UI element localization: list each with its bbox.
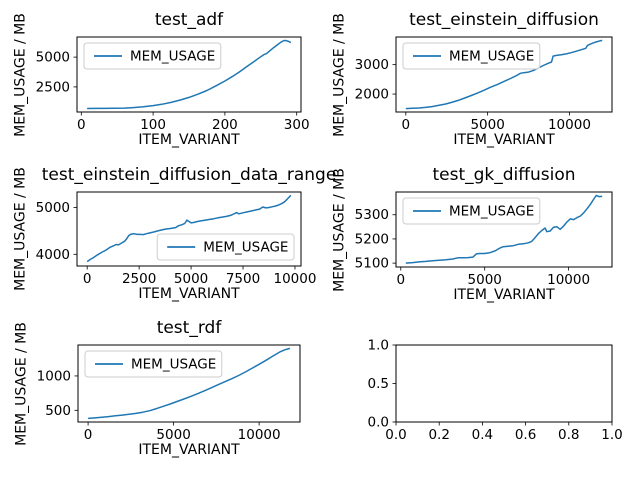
subplot-title: test_rdf: [156, 318, 222, 338]
legend-label: MEM_USAGE: [203, 240, 288, 256]
x-tick-label: 0: [77, 117, 86, 133]
x-axis-label: ITEM_VARIANT: [453, 287, 555, 303]
data-line: [86, 194, 292, 263]
x-tick-label: 10000: [273, 271, 316, 287]
y-tick-label: 3000: [355, 57, 389, 73]
y-tick-label: 1000: [37, 368, 71, 384]
legend-box: [402, 42, 541, 70]
y-tick-label: 0.0: [368, 415, 389, 431]
x-tick-label: 0: [84, 427, 93, 443]
x-tick-label: 5000: [156, 427, 190, 443]
plot-area-test-einstein-diffusion: 0 5000 10000 2000 3000 MEM_USAGE: [355, 36, 613, 133]
subplot-title: test_einstein_diffusion: [409, 10, 599, 30]
subplot-test-adf: 0 100 200 300 2500 5000 MEM_USAGE test_adf ITE…: [0, 0, 320, 160]
x-axis-label: ITEM_VARIANT: [138, 132, 240, 148]
subplot-empty-axes: 0.0 0.2 0.4 0.6 0.8 1.0 0.0 0.5 1.0: [320, 320, 640, 480]
x-tick-label: 1.0: [601, 427, 622, 443]
subplot-title: test_adf: [154, 10, 224, 30]
x-tick-label: 0.4: [472, 427, 493, 443]
x-tick-label: 10000: [238, 427, 281, 443]
x-tick-label: 0.6: [515, 427, 536, 443]
plot-area-test-einstein-diffusion-data-range: 0 2500 5000 7500 10000 4000 5000 MEM_USAGE: [36, 191, 316, 287]
y-tick-label: 0.5: [368, 376, 389, 392]
x-axis-label: ITEM_VARIANT: [453, 132, 555, 148]
y-tick-label: 5000: [36, 50, 70, 66]
y-tick-label: 5100: [355, 256, 389, 272]
subplot-test-einstein-diffusion-data-range: 0 2500 5000 7500 10000 4000 5000 MEM_USAGE test…: [0, 160, 336, 320]
y-axis-label: MEM_USAGE / MB: [13, 321, 30, 446]
legend-label: MEM_USAGE: [449, 49, 534, 65]
x-axis-label: ITEM_VARIANT: [138, 442, 240, 458]
y-axis-label: MEM_USAGE / MB: [331, 12, 348, 137]
plot-area-empty-axes: 0.0 0.2 0.4 0.6 0.8 1.0 0.0 0.5 1.0: [368, 338, 623, 444]
subplot-test-gk-diffusion: 0 5000 10000 5100 5200 5300 MEM_USAGE test_gk_…: [320, 160, 640, 320]
y-tick-label: 4000: [36, 247, 70, 263]
subplot-test-rdf: 0 5000 10000 500 1000 MEM_USAGE test_rdf ITEM…: [0, 318, 320, 480]
legend-box: [402, 197, 541, 225]
x-tick-label: 10000: [548, 117, 591, 133]
x-axis-label: ITEM_VARIANT: [138, 286, 240, 302]
y-axis-label: MEM_USAGE / MB: [12, 167, 29, 291]
x-tick-label: 0: [396, 272, 405, 288]
x-tick-label: 0: [402, 117, 411, 133]
y-tick-label: 2000: [355, 87, 389, 103]
x-tick-label: 100: [140, 117, 166, 133]
x-tick-label: 5000: [468, 272, 502, 288]
x-tick-label: 0.0: [385, 427, 406, 443]
x-tick-label: 7500: [226, 271, 260, 287]
subplot-test-einstein-diffusion: 0 5000 10000 2000 3000 MEM_USAGE test_einstei…: [320, 0, 640, 160]
legend-label: MEM_USAGE: [449, 204, 534, 220]
y-tick-label: 1.0: [368, 338, 389, 354]
legend-box: [84, 350, 223, 378]
data-line: [405, 194, 603, 264]
x-tick-label: 5000: [174, 271, 208, 287]
y-tick-label: 500: [45, 403, 71, 419]
plot-area-test-adf: 0 100 200 300 2500 5000 MEM_USAGE: [36, 36, 310, 133]
x-tick-label: 0: [83, 271, 92, 287]
x-tick-label: 300: [284, 117, 310, 133]
legend-box: [156, 233, 295, 261]
data-line: [405, 39, 603, 110]
x-tick-label: 200: [212, 117, 238, 133]
x-tick-label: 0.2: [428, 427, 449, 443]
y-tick-label: 5300: [355, 207, 389, 223]
x-tick-label: 2500: [122, 271, 156, 287]
legend-box: [83, 42, 222, 70]
x-tick-label: 10000: [547, 272, 590, 288]
y-tick-label: 2500: [36, 79, 70, 95]
legend-label: MEM_USAGE: [131, 357, 216, 373]
legend-label: MEM_USAGE: [130, 49, 215, 65]
plot-area-test-rdf: 0 5000 10000 500 1000 MEM_USAGE: [37, 344, 301, 443]
data-line: [88, 347, 291, 420]
y-tick-label: 5000: [36, 200, 70, 216]
y-axis-label: MEM_USAGE / MB: [331, 167, 348, 292]
axes-frame: [395, 344, 613, 423]
y-tick-label: 5200: [355, 231, 389, 247]
plot-area-test-gk-diffusion: 0 5000 10000 5100 5200 5300 MEM_USAGE: [355, 191, 613, 288]
x-tick-label: 0.8: [558, 427, 579, 443]
subplot-title: test_einstein_diffusion_data_range: [41, 165, 337, 185]
subplot-title: test_gk_diffusion: [432, 165, 576, 185]
data-line: [87, 39, 292, 110]
y-axis-label: MEM_USAGE / MB: [12, 12, 29, 137]
x-tick-label: 5000: [470, 117, 504, 133]
